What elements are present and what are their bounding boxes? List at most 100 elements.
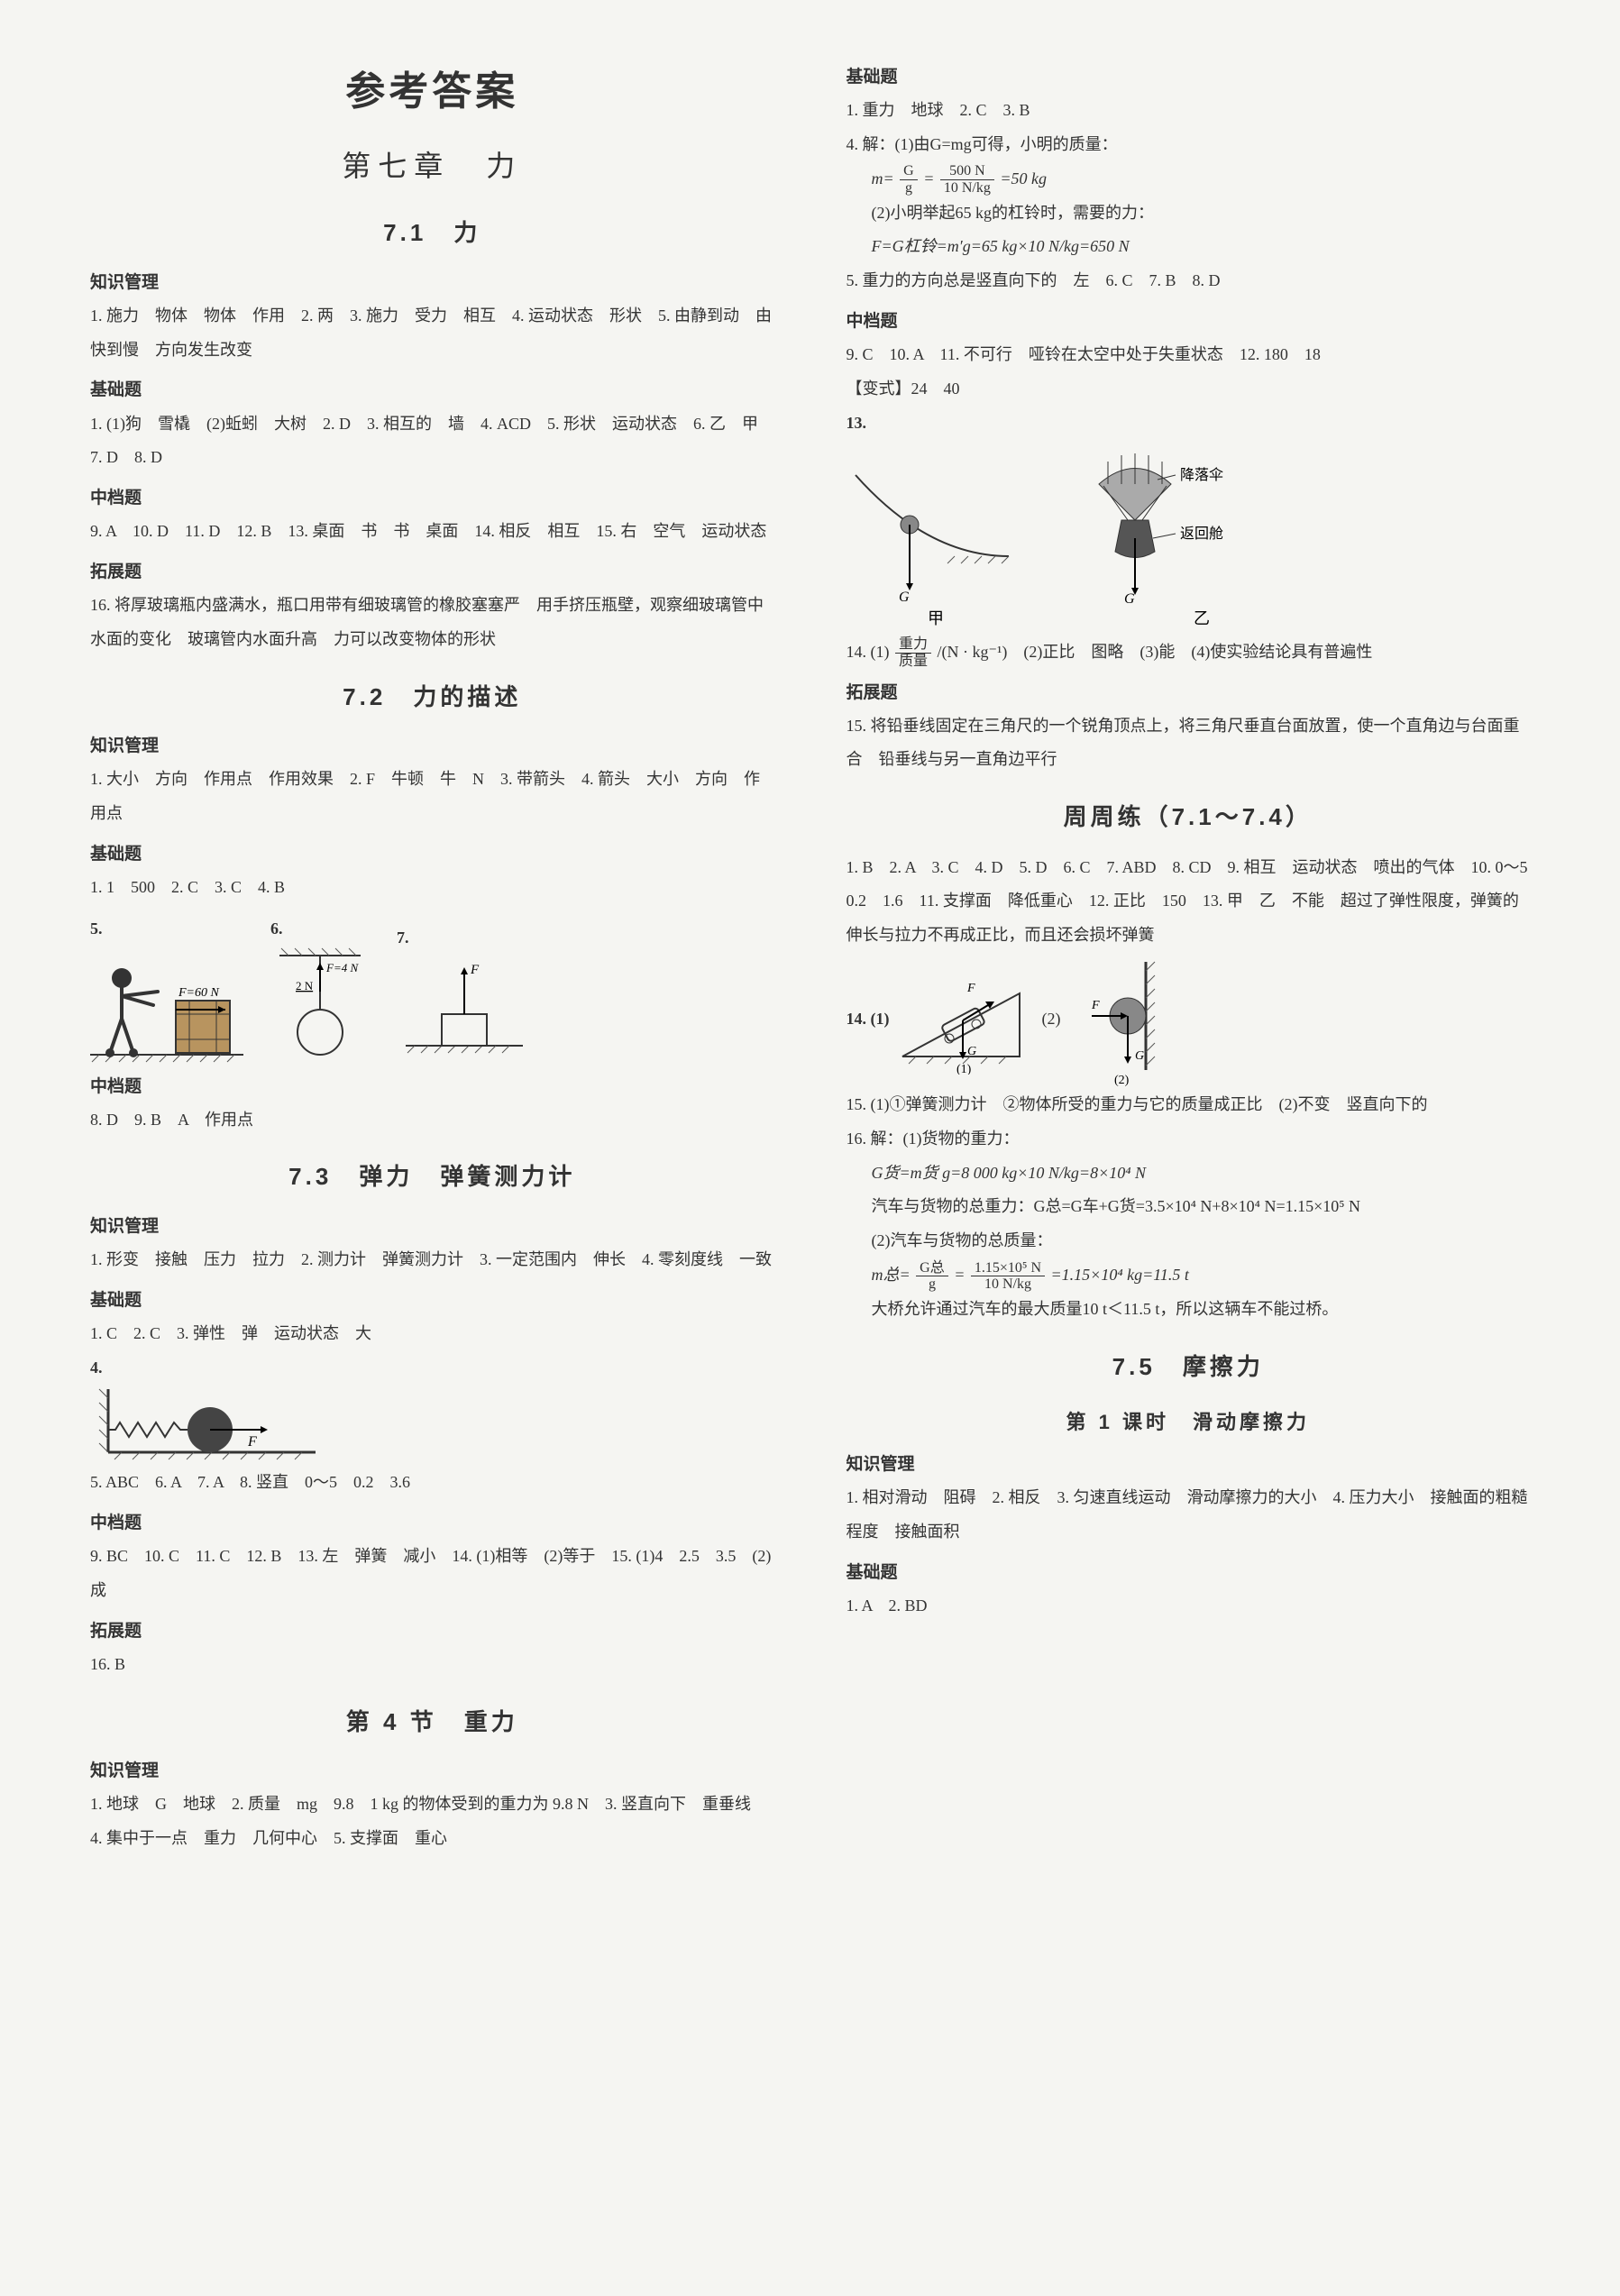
s71-tz: 16. 将厚玻璃瓶内盛满水，瓶口用带有细玻璃管的橡胶塞塞严 用手挤压瓶壁，观察细…	[90, 589, 774, 657]
fig14-1-svg: F G (1)	[893, 966, 1038, 1075]
jc-label: 基础题	[847, 1557, 1531, 1589]
km-label: 知识管理	[90, 267, 774, 299]
fig6-svg: F=4 N 2 N	[270, 947, 370, 1064]
km-label: 知识管理	[847, 1449, 1531, 1481]
eq-part: =	[954, 1266, 965, 1284]
frac-den: 10 N/kg	[971, 1276, 1045, 1293]
section-7-5-title: 7.5 摩擦力	[847, 1345, 1531, 1389]
fig6-f-label: F=4 N	[325, 961, 359, 974]
frac-num: 1.15×10⁵ N	[971, 1260, 1045, 1277]
text: 14. (1)	[847, 643, 890, 661]
fig14-2-svg: F G (2)	[1065, 953, 1182, 1088]
s74-jc4-2a: (2)小明举起65 kg的杠铃时，需要的力：	[847, 197, 1531, 231]
fig6-label: 6.	[270, 912, 370, 947]
s74-jc4-eq1: m= Gg = 500 N10 N/kg =50 kg	[847, 162, 1531, 197]
eq-part: =1.15×10⁴ kg=11.5 t	[1051, 1266, 1189, 1284]
s73-jc-rest: 5. ABC 6. A 7. A 8. 竖直 0～5 0.2 3.6	[90, 1466, 774, 1500]
s73-jc: 1. C 2. C 3. 弹性 弹 运动状态 大	[90, 1317, 774, 1351]
frac-den: 10 N/kg	[940, 180, 994, 197]
fig14-f2: F	[1091, 999, 1100, 1012]
eq-part: =50 kg	[1000, 169, 1047, 188]
text: (2)	[1042, 1010, 1061, 1028]
zd-label: 中档题	[90, 1507, 774, 1540]
fig6-n-label: 2 N	[296, 979, 314, 992]
week-a15: 15. (1)①弹簧测力计 ②物体所受的重力与它的质量成正比 (2)不变 竖直向…	[847, 1088, 1531, 1122]
jc-label: 基础题	[90, 1285, 774, 1317]
s74-km: 1. 地球 G 地球 2. 质量 mg 9.8 1 kg 的物体受到的重力为 9…	[90, 1788, 774, 1856]
s74-jc4-2b: F=G杠铃=m′g=65 kg×10 N/kg=650 N	[847, 230, 1531, 264]
s74-jc4-pre: 4. 解：(1)由G=mg可得，小明的质量：	[847, 128, 1531, 162]
s75-km: 1. 相对滑动 阻碍 2. 相反 3. 匀速直线运动 滑动摩擦力的大小 4. 压…	[847, 1481, 1531, 1550]
main-title: 参考答案	[90, 54, 774, 130]
fig7-svg: F	[397, 956, 532, 1064]
s74-jc5: 5. 重力的方向总是竖直向下的 左 6. C 7. B 8. D	[847, 264, 1531, 298]
jc-label: 基础题	[847, 61, 1531, 94]
km-label: 知识管理	[90, 730, 774, 763]
s72-zd: 8. D 9. B A 作用点	[90, 1103, 774, 1138]
fig13-g1: G	[899, 590, 910, 605]
s71-km: 1. 施力 物体 物体 作用 2. 两 3. 施力 受力 相互 4. 运动状态 …	[90, 299, 774, 368]
fig13-jia-svg: G 甲	[847, 466, 1027, 628]
s74-jc1: 1. 重力 地球 2. C 3. B	[847, 94, 1531, 128]
fig-6: 6. F=4 N 2 N	[270, 912, 370, 1064]
s74-tz: 15. 将铅垂线固定在三角尺的一个锐角顶点上，将三角尺垂直台面放置，使一个直角边…	[847, 709, 1531, 778]
week-a16-3: (2)汽车与货物的总质量：	[847, 1224, 1531, 1258]
frac-num: G总	[916, 1260, 948, 1277]
fig13-cap: 返回舱	[1180, 526, 1223, 542]
fig13-yi-svg: G 降落伞 返回舱 乙	[1054, 448, 1252, 628]
s72-km: 1. 大小 方向 作用点 作用效果 2. F 牛顿 牛 N 3. 带箭头 4. …	[90, 763, 774, 831]
s73-jc4: 4.	[90, 1351, 774, 1386]
fig-13: G 甲 G 降落伞 返回舱 乙	[847, 448, 1531, 628]
fig-s73-4-f: F	[247, 1434, 257, 1450]
tz-label: 拓展题	[90, 1615, 774, 1648]
frac-den: 质量	[895, 654, 931, 670]
fig14-f: F	[966, 982, 975, 995]
week-a14: 14. (1) F G (1) (2)	[847, 953, 1531, 1088]
section-7-2-title: 7.2 力的描述	[90, 675, 774, 719]
frac-num: 500 N	[940, 163, 994, 180]
fig14-1-label: (1)	[956, 1063, 972, 1075]
fig13-para: 降落伞	[1180, 467, 1223, 483]
s71-jc: 1. (1)狗 雪橇 (2)蚯蚓 大树 2. D 3. 相互的 墙 4. ACD…	[90, 407, 774, 476]
week-a16-2: 汽车与货物的总重力：G总=G车+G货=3.5×10⁴ N+8×10⁴ N=1.1…	[847, 1190, 1531, 1224]
chapter-title: 第七章 力	[90, 139, 774, 194]
zd-label: 中档题	[90, 1071, 774, 1103]
fig-s73-4: F	[90, 1385, 325, 1466]
s71-zd: 9. A 10. D 11. D 12. B 13. 桌面 书 书 桌面 14.…	[90, 515, 774, 549]
fig7-f-label: F	[470, 963, 480, 977]
fig14-2-label: (2)	[1114, 1074, 1130, 1087]
fig14-g: G	[967, 1045, 976, 1058]
zd-label: 中档题	[90, 482, 774, 515]
s75-sub: 第 1 课时 滑动摩擦力	[847, 1404, 1531, 1441]
section-7-3-title: 7.3 弹力 弹簧测力计	[90, 1155, 774, 1199]
s74-zd-var: 【变式】24 40	[847, 372, 1531, 407]
text: /(N · kg⁻¹) (2)正比 图略 (3)能 (4)使实验结论具有普遍性	[938, 643, 1373, 661]
s75-jc: 1. A 2. BD	[847, 1589, 1531, 1624]
km-label: 知识管理	[90, 1755, 774, 1788]
frac-num: G	[900, 163, 918, 180]
eq-part: =	[923, 169, 934, 188]
tz-label: 拓展题	[847, 677, 1531, 709]
fig13-jia-label: 甲	[928, 609, 944, 627]
fig13-g2: G	[1124, 591, 1135, 607]
jc-label: 基础题	[90, 838, 774, 871]
s74-zd14: 14. (1) 重力质量 /(N · kg⁻¹) (2)正比 图略 (3)能 (…	[847, 636, 1531, 670]
week-a16-eq: m总= G总g = 1.15×10⁵ N10 N/kg =1.15×10⁴ kg…	[847, 1258, 1531, 1293]
week-title: 周周练（7.1～7.4）	[847, 795, 1531, 839]
week-a16-pre: 16. 解：(1)货物的重力：	[847, 1122, 1531, 1157]
km-label: 知识管理	[90, 1211, 774, 1243]
eq-part: m=	[872, 169, 894, 188]
eq-part: m总=	[872, 1266, 911, 1284]
section-7-1-title: 7.1 力	[90, 211, 774, 255]
right-column: 基础题 1. 重力 地球 2. C 3. B 4. 解：(1)由G=mg可得，小…	[847, 54, 1531, 1856]
fig7-label: 7.	[397, 921, 532, 956]
jc-label: 基础题	[90, 374, 774, 407]
s74-zd: 9. C 10. A 11. 不可行 哑铃在太空中处于失重状态 12. 180 …	[847, 338, 1531, 372]
fig-5: 5.	[90, 912, 243, 1064]
left-column: 参考答案 第七章 力 7.1 力 知识管理 1. 施力 物体 物体 作用 2. …	[90, 54, 774, 1856]
tz-label: 拓展题	[90, 556, 774, 589]
s74-zd13: 13.	[847, 407, 1531, 441]
s73-km: 1. 形变 接触 压力 拉力 2. 测力计 弹簧测力计 3. 一定范围内 伸长 …	[90, 1243, 774, 1277]
page-root: 参考答案 第七章 力 7.1 力 知识管理 1. 施力 物体 物体 作用 2. …	[90, 54, 1530, 1856]
frac-num: 重力	[895, 636, 931, 654]
